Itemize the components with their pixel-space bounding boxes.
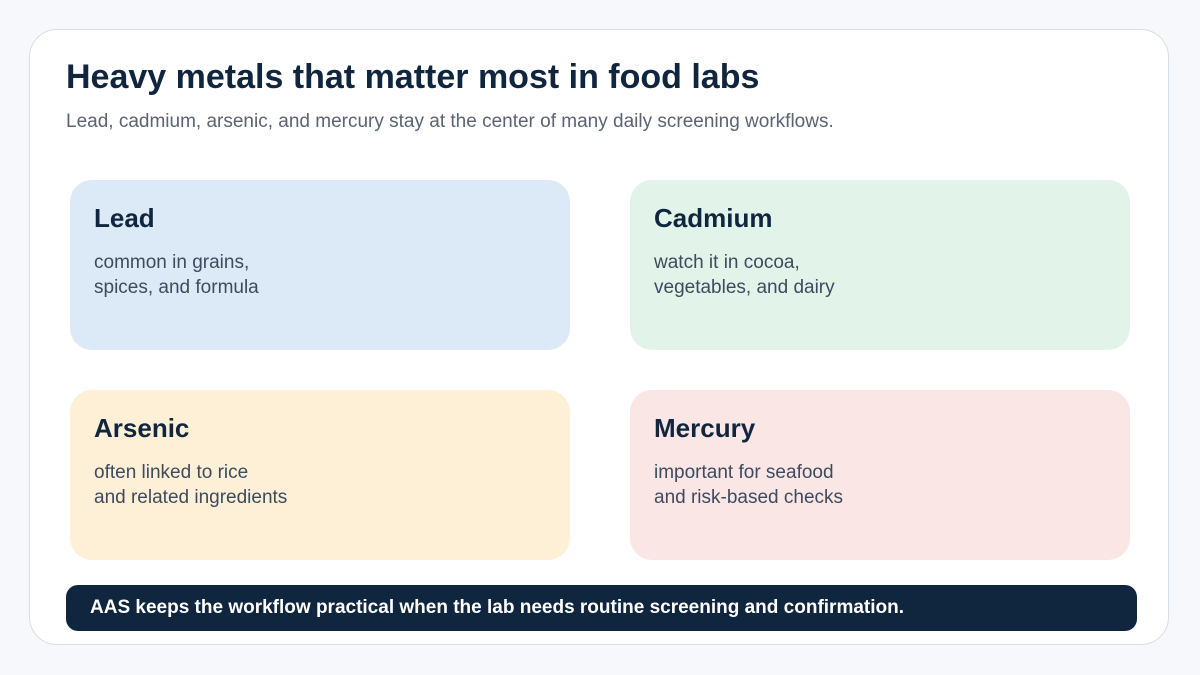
card-text: important for seafood xyxy=(654,462,834,483)
card-text: vegetables, and dairy xyxy=(654,277,835,298)
card-text: spices, and formula xyxy=(94,277,259,298)
card-text: and related ingredients xyxy=(94,487,288,508)
card-text: watch it in cocoa, xyxy=(654,252,800,273)
card-title: Lead xyxy=(94,203,155,233)
card-text: common in grains, xyxy=(94,252,250,273)
metal-card: Mercury important for seafood and risk-bas… xyxy=(630,390,1130,560)
card-text: often linked to rice xyxy=(94,462,249,483)
card-title: Arsenic xyxy=(94,413,190,443)
title: Heavy metals that matter most in food la… xyxy=(66,58,760,96)
metal-card: Arsenic often linked to rice and related i… xyxy=(70,390,570,560)
card-title: Mercury xyxy=(654,413,756,443)
card-text: and risk-based checks xyxy=(654,487,844,508)
subtitle: Lead, cadmium, arsenic, and mercury stay… xyxy=(66,111,834,132)
metal-card: Cadmium watch it in cocoa, vegetables, and… xyxy=(630,180,1130,350)
metal-card: Lead common in grains, spices, and formula xyxy=(70,180,570,350)
card-title: Cadmium xyxy=(654,203,773,233)
footer-banner: AAS keeps the workflow practical when th… xyxy=(66,585,1137,631)
